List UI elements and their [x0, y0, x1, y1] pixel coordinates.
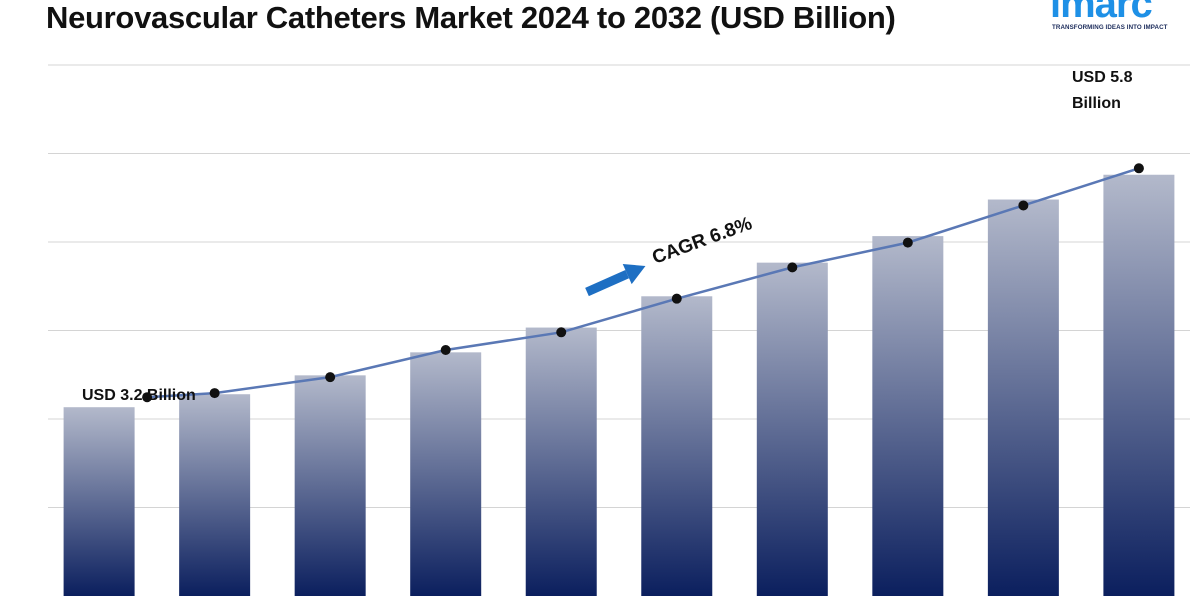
cagr-arrow-head: [622, 264, 646, 285]
start-value-label: USD 3.2 Billion: [82, 387, 196, 404]
trend-marker-7: [902, 237, 913, 248]
trend-marker-9: [1133, 163, 1144, 174]
bar-9: [1103, 174, 1175, 597]
trend-marker-2: [325, 372, 336, 383]
trend-marker-0: [142, 392, 153, 403]
bar-8: [987, 199, 1059, 596]
logo-tagline: TRANSFORMING IDEAS INTO IMPACT: [1052, 24, 1168, 31]
bar-1: [179, 394, 251, 596]
bar-2: [294, 375, 366, 596]
cagr-arrow: [585, 264, 646, 297]
trend-marker-3: [440, 345, 451, 355]
trend-marker-5: [671, 293, 682, 304]
bar-5: [641, 296, 713, 596]
end-value-label-line1: USD 5.8: [1072, 69, 1133, 86]
bar-4: [525, 327, 597, 596]
trend-marker-1: [209, 388, 220, 399]
cagr-label: CAGR 6.8%: [650, 213, 756, 269]
trend-line: [147, 167, 1140, 399]
imarc-logo: imarc TRANSFORMING IDEAS INTO IMPACT: [1050, 0, 1190, 38]
bar-7: [872, 236, 944, 596]
trend-marker-4: [556, 327, 567, 338]
trend-marker-8: [1018, 200, 1029, 211]
logo-wordmark: imarc: [1050, 0, 1153, 26]
bar-0: [63, 407, 135, 596]
bars: [63, 174, 1175, 597]
end-value-label-line2: Billion: [1072, 95, 1121, 112]
trend-markers: [142, 163, 1144, 403]
chart-title: Neurovascular Catheters Market 2024 to 2…: [46, 0, 896, 35]
bar-3: [410, 352, 482, 596]
trend-marker-6: [787, 262, 798, 273]
cagr-arrow-shaft: [585, 269, 630, 297]
bar-6: [756, 262, 828, 596]
trend-line-path: [147, 167, 1140, 399]
